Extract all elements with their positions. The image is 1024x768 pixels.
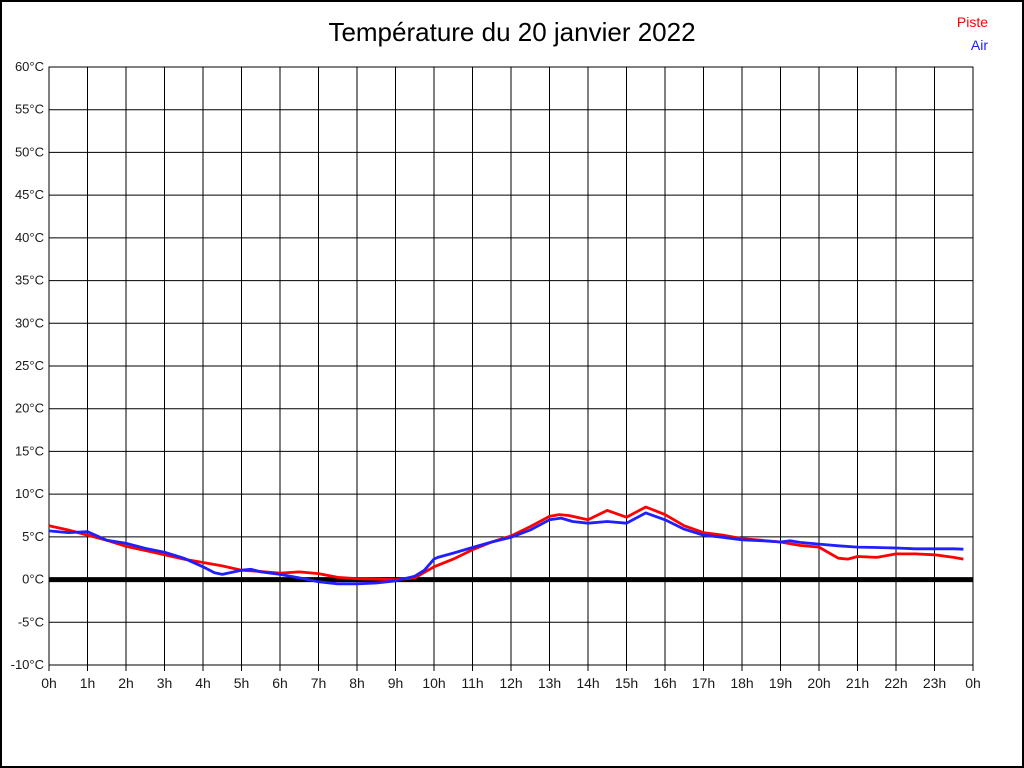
x-axis-tick-label: 7h [311,675,327,691]
y-axis-tick-label: 40°C [15,230,44,245]
x-axis-tick-label: 12h [499,675,522,691]
y-axis-tick-label: 50°C [15,144,44,159]
x-axis-tick-label: 20h [807,675,830,691]
chart-title: Température du 20 janvier 2022 [328,17,696,47]
x-axis-tick-label: 0h [965,675,981,691]
x-axis-tick-label: 8h [349,675,365,691]
legend-item-air: Air [970,37,988,53]
y-axis-tick-label: 15°C [15,443,44,458]
x-axis-tick-label: 16h [653,675,676,691]
x-axis-tick-label: 23h [923,675,946,691]
y-axis-tick-label: 5°C [22,529,44,544]
x-axis-tick-label: 0h [41,675,57,691]
x-axis-tick-label: 10h [422,675,445,691]
y-axis-tick-label: -10°C [11,657,44,672]
x-axis-tick-label: 1h [80,675,96,691]
x-axis-tick-label: 5h [234,675,250,691]
y-axis-tick-label: 60°C [15,59,44,74]
x-axis-tick-label: 4h [195,675,211,691]
x-axis-tick-label: 21h [846,675,869,691]
y-axis-tick-label: 35°C [15,273,44,288]
x-axis-tick-label: 18h [730,675,753,691]
x-axis-tick-label: 14h [576,675,599,691]
x-axis-tick-label: 19h [769,675,792,691]
legend-item-piste: Piste [956,14,988,30]
x-axis-tick-label: 11h [461,675,483,691]
series-line-piste [48,505,964,581]
y-axis-tick-label: -5°C [18,614,44,629]
y-axis-tick-label: 55°C [15,102,44,117]
x-axis-tick-label: 15h [615,675,638,691]
x-axis-tick-label: 3h [157,675,173,691]
legend: Piste Air [957,11,988,57]
y-axis-tick-label: 30°C [15,315,44,330]
x-axis-tick-label: 17h [692,675,715,691]
x-axis-tick-label: 9h [388,675,404,691]
x-axis-tick-label: 13h [538,675,561,691]
x-axis-tick-label: 2h [118,675,134,691]
y-axis-tick-label: 20°C [15,401,44,416]
series-line-air [48,511,964,586]
y-axis-tick-label: 25°C [15,358,44,373]
y-axis-tick-label: 0°C [22,572,44,587]
x-axis-tick-label: 6h [272,675,288,691]
x-axis-tick-label: 22h [884,675,907,691]
y-axis-tick-label: 10°C [15,486,44,501]
y-axis-tick-label: 45°C [15,187,44,202]
